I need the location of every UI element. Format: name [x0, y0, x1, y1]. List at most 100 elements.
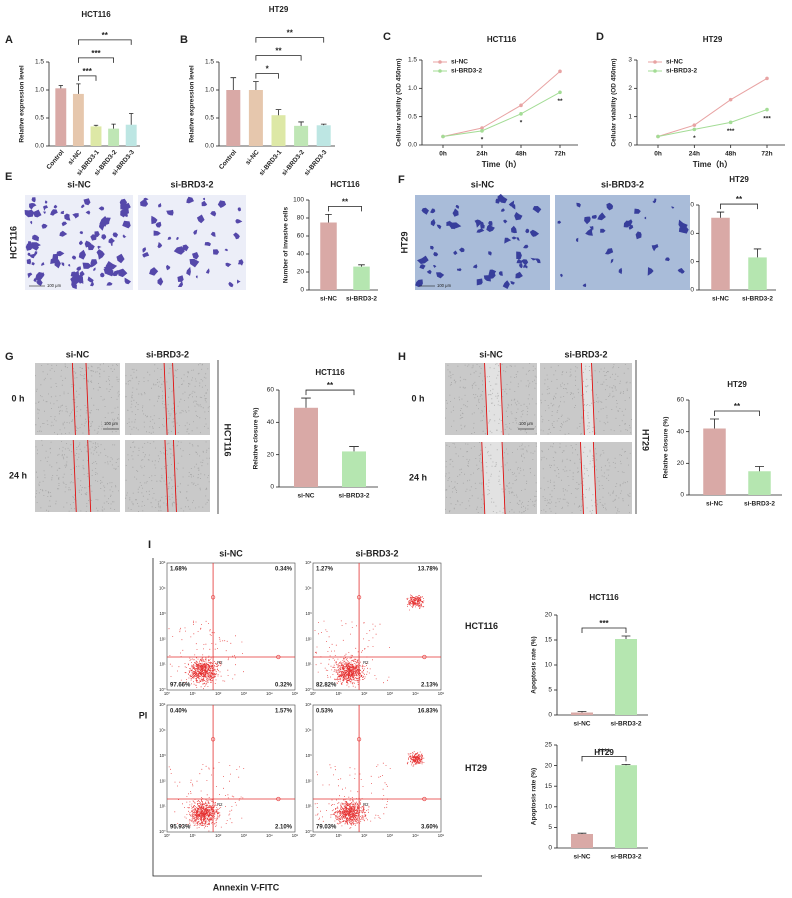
x-tick-label: si-BRD3-3: [303, 149, 329, 178]
error-bar: [755, 466, 764, 472]
x-tick-label: 10⁰: [310, 833, 317, 838]
x-tick-label: 10⁴: [412, 833, 419, 838]
column-label: si-NC: [219, 548, 243, 558]
x-tick-label: 10³: [241, 833, 248, 838]
y-tick-label: 10⁰: [305, 829, 312, 834]
error-bar: [301, 397, 311, 408]
x-tick-label: 10⁵: [438, 833, 445, 838]
chart-title: HT29: [729, 175, 749, 184]
point: [519, 103, 523, 108]
x-tick-label: 10³: [241, 691, 248, 696]
quadrant-percent: 95.93%: [170, 825, 191, 831]
bar: [72, 93, 84, 146]
y-tick-label: 10⁵: [305, 560, 312, 565]
significance-label: **: [102, 31, 109, 40]
y-tick-label: 60: [297, 233, 305, 240]
y-tick-label: 40: [267, 419, 275, 426]
wound-edge: [164, 439, 177, 513]
x-tick-label: 10¹: [190, 691, 197, 696]
significance-label: *: [481, 137, 484, 144]
chart-title: HCT116: [315, 368, 345, 377]
column-label: si-NC: [471, 179, 495, 189]
y-tick-label: 10⁵: [305, 702, 312, 707]
series-line: [657, 77, 768, 137]
y-tick-label: 1.5: [35, 59, 44, 66]
gate-handle: [276, 796, 281, 802]
x-tick-label: 10¹: [190, 833, 197, 838]
y-tick-label: 3: [628, 57, 632, 64]
y-tick-label: 0: [548, 712, 552, 719]
significance-label: ***: [763, 115, 771, 122]
chart-title: HCT116: [330, 180, 360, 189]
panel-letter: A: [5, 34, 13, 46]
x-tick-label: 10⁵: [292, 833, 299, 838]
quadrant-percent: 0.40%: [170, 709, 188, 715]
y-tick-label: 0: [680, 492, 684, 499]
significance-bracket: [328, 206, 362, 212]
y-tick-label: 10⁰: [159, 829, 166, 834]
significance-bracket: [255, 55, 302, 61]
quadrant-percent: 97.66%: [170, 683, 191, 689]
significance-label: **: [736, 195, 743, 204]
bar: [248, 90, 263, 146]
y-tick-label: 1: [628, 113, 632, 120]
error-bar: [253, 81, 259, 90]
y-tick-label: 10⁴: [159, 586, 166, 591]
error-bar: [230, 77, 237, 90]
legend-marker: [653, 69, 657, 73]
column-label: si-NC: [67, 179, 91, 189]
flow-plot: [312, 562, 442, 691]
cell-line-label: HT29: [641, 429, 651, 451]
legend-label: si-BRD3-2: [666, 68, 697, 75]
y-tick-label: 10²: [305, 636, 312, 641]
wound-edge: [71, 362, 90, 436]
bar: [342, 451, 366, 487]
x-tick-label: 10³: [387, 833, 394, 838]
y-tick-label: 10: [545, 662, 553, 669]
series-line: [442, 91, 561, 137]
column-label: si-BRD3-2: [170, 179, 213, 189]
y-tick-label: 5: [548, 687, 552, 694]
significance-bracket: [78, 57, 114, 63]
x-tick-label: 10¹: [336, 691, 343, 696]
x-tick-label: Control: [45, 149, 65, 171]
panel-letter: F: [398, 174, 405, 186]
legend-label: si-BRD3-2: [451, 68, 482, 75]
error-bar: [58, 85, 63, 89]
x-tick-label: si-BRD3-2: [610, 721, 641, 728]
bar: [125, 124, 137, 146]
x-tick-label: si-BRD3-2: [346, 296, 377, 303]
x-tick-label: 10²: [361, 691, 368, 696]
significance-bracket: [255, 37, 325, 43]
y-tick-label: 60: [687, 202, 695, 209]
y-tick-label: 20: [545, 762, 553, 769]
x-tick-label: si-NC: [574, 721, 591, 728]
flow-plot: [166, 704, 296, 833]
bar: [571, 712, 593, 715]
y-tick-label: 0: [270, 484, 274, 491]
column-label: si-BRD3-2: [355, 548, 398, 558]
gate-label: R2: [363, 660, 369, 665]
scale-bar-label: 100 μm: [519, 421, 534, 426]
error-bar: [93, 124, 99, 127]
legend-label: si-NC: [666, 59, 683, 66]
y-tick-label: 10²: [159, 778, 166, 783]
y-axis-label: Relative expression level: [189, 65, 196, 143]
chart-title: HT29: [727, 380, 747, 389]
y-tick-label: 20: [545, 612, 553, 619]
y-axis-label: Relative closure (%): [663, 417, 670, 479]
chart-title: HT29: [269, 5, 289, 14]
quadrant-lines: [313, 563, 441, 690]
y-tick-label: 10¹: [305, 804, 312, 809]
flow-events: [314, 751, 425, 829]
micrograph: [35, 440, 120, 512]
bar: [703, 428, 726, 495]
x-tick-label: si-BRD3-2: [744, 501, 775, 508]
y-tick-label: 5: [548, 824, 552, 831]
y-tick-label: 0: [548, 845, 552, 852]
series-line: [442, 70, 561, 137]
row-label: 0 h: [411, 393, 424, 403]
wound-edge: [580, 441, 597, 515]
error-bar: [298, 121, 304, 126]
